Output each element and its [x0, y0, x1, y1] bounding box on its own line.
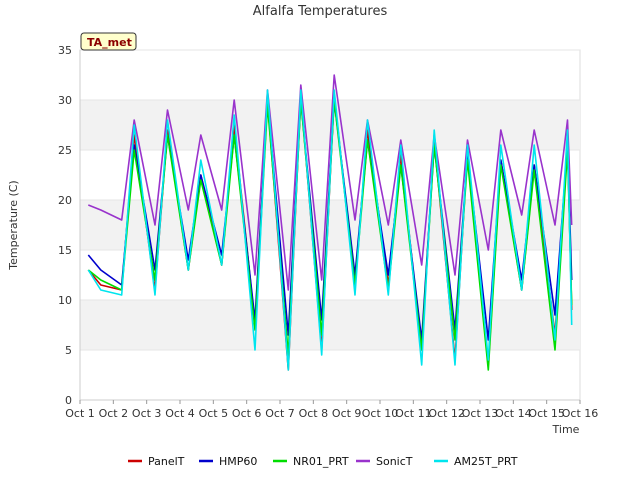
y-tick-label: 20 [58, 194, 72, 207]
legend-label-sonict: SonicT [376, 455, 413, 468]
badge-label: TA_met [87, 36, 132, 49]
x-tick-label: Oct 12 [428, 407, 465, 420]
y-tick-label: 30 [58, 94, 72, 107]
legend-label-nr01-prt: NR01_PRT [293, 455, 349, 468]
x-tick-label: Oct 4 [165, 407, 195, 420]
x-tick-label: Oct 13 [462, 407, 499, 420]
legend-label-am25t-prt: AM25T_PRT [454, 455, 518, 468]
ta-met-badge: TA_met [80, 32, 137, 51]
x-tick-label: Oct 10 [362, 407, 399, 420]
grid-band [80, 300, 580, 350]
x-tick-label: Oct 7 [265, 407, 295, 420]
y-tick-label: 0 [65, 394, 72, 407]
x-tick-label: Oct 6 [232, 407, 262, 420]
x-axis-label: Time [552, 423, 580, 436]
badge-box [80, 32, 137, 51]
series-line-sonict [88, 74, 573, 291]
y-tick-label: 25 [58, 144, 72, 157]
chart-title: Alfalfa Temperatures [253, 4, 388, 19]
y-tick-label: 15 [58, 244, 72, 257]
x-tick-label: Oct 1 [65, 407, 95, 420]
series-line-am25t-prt [87, 89, 573, 371]
x-tick-label: Oct 3 [132, 407, 162, 420]
x-tick-label: Oct 15 [528, 407, 565, 420]
series-group [87, 74, 573, 371]
x-tick-label: Oct 9 [332, 407, 362, 420]
y-axis-label: Temperature (C) [7, 180, 20, 270]
x-tick-label: Oct 2 [99, 407, 129, 420]
x-tick-label: Oct 11 [395, 407, 432, 420]
legend-label-hmp60: HMP60 [219, 455, 257, 468]
x-tick-label: Oct 8 [299, 407, 329, 420]
legend: PanelT HMP60 NR01_PRT SonicT AM25T_PRT [128, 455, 518, 468]
x-tick-label: Oct 14 [495, 407, 532, 420]
x-tick-label: Oct 5 [199, 407, 229, 420]
y-tick-label: 35 [58, 44, 72, 57]
x-tick-label: Oct 16 [562, 407, 599, 420]
legend-label-panelt: PanelT [148, 455, 185, 468]
y-tick-label: 10 [58, 294, 72, 307]
y-tick-label: 5 [65, 344, 72, 357]
